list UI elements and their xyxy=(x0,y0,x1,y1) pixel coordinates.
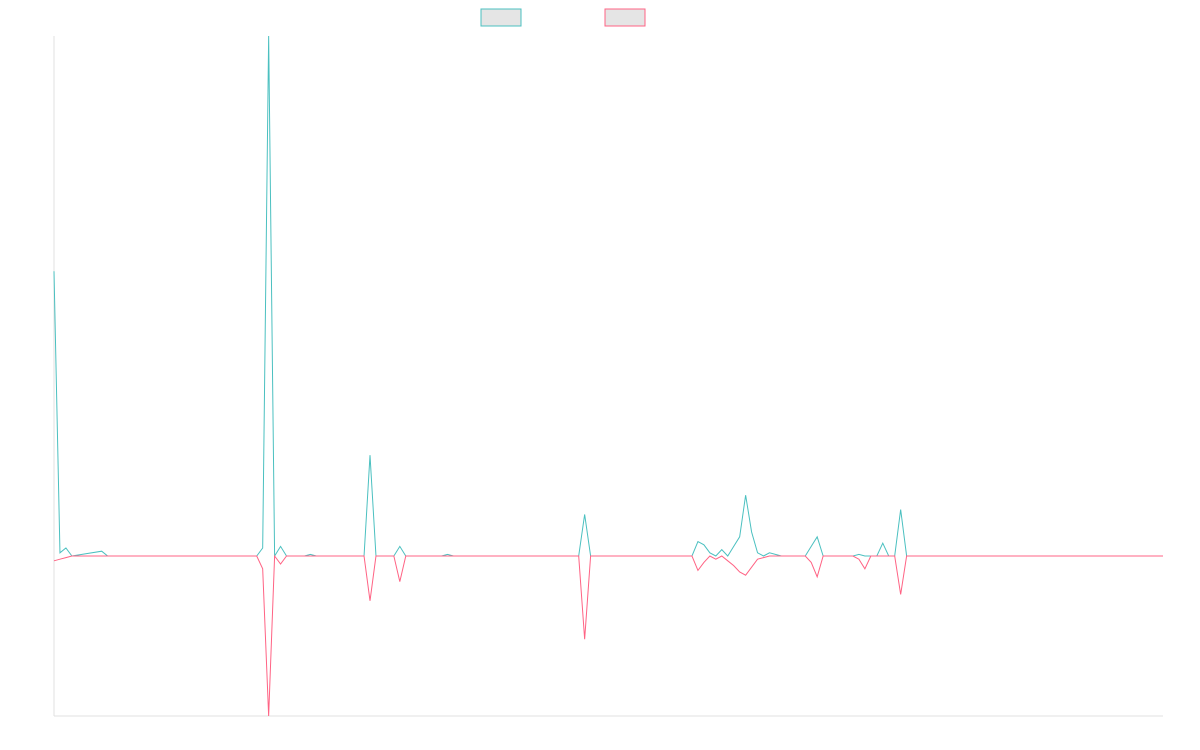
series-layer xyxy=(53,35,1163,717)
legend-swatch-series-2[interactable] xyxy=(604,8,646,27)
legend-swatch-series-1[interactable] xyxy=(480,8,522,27)
series-2-line xyxy=(53,554,1163,717)
series-1-line xyxy=(53,35,1163,558)
